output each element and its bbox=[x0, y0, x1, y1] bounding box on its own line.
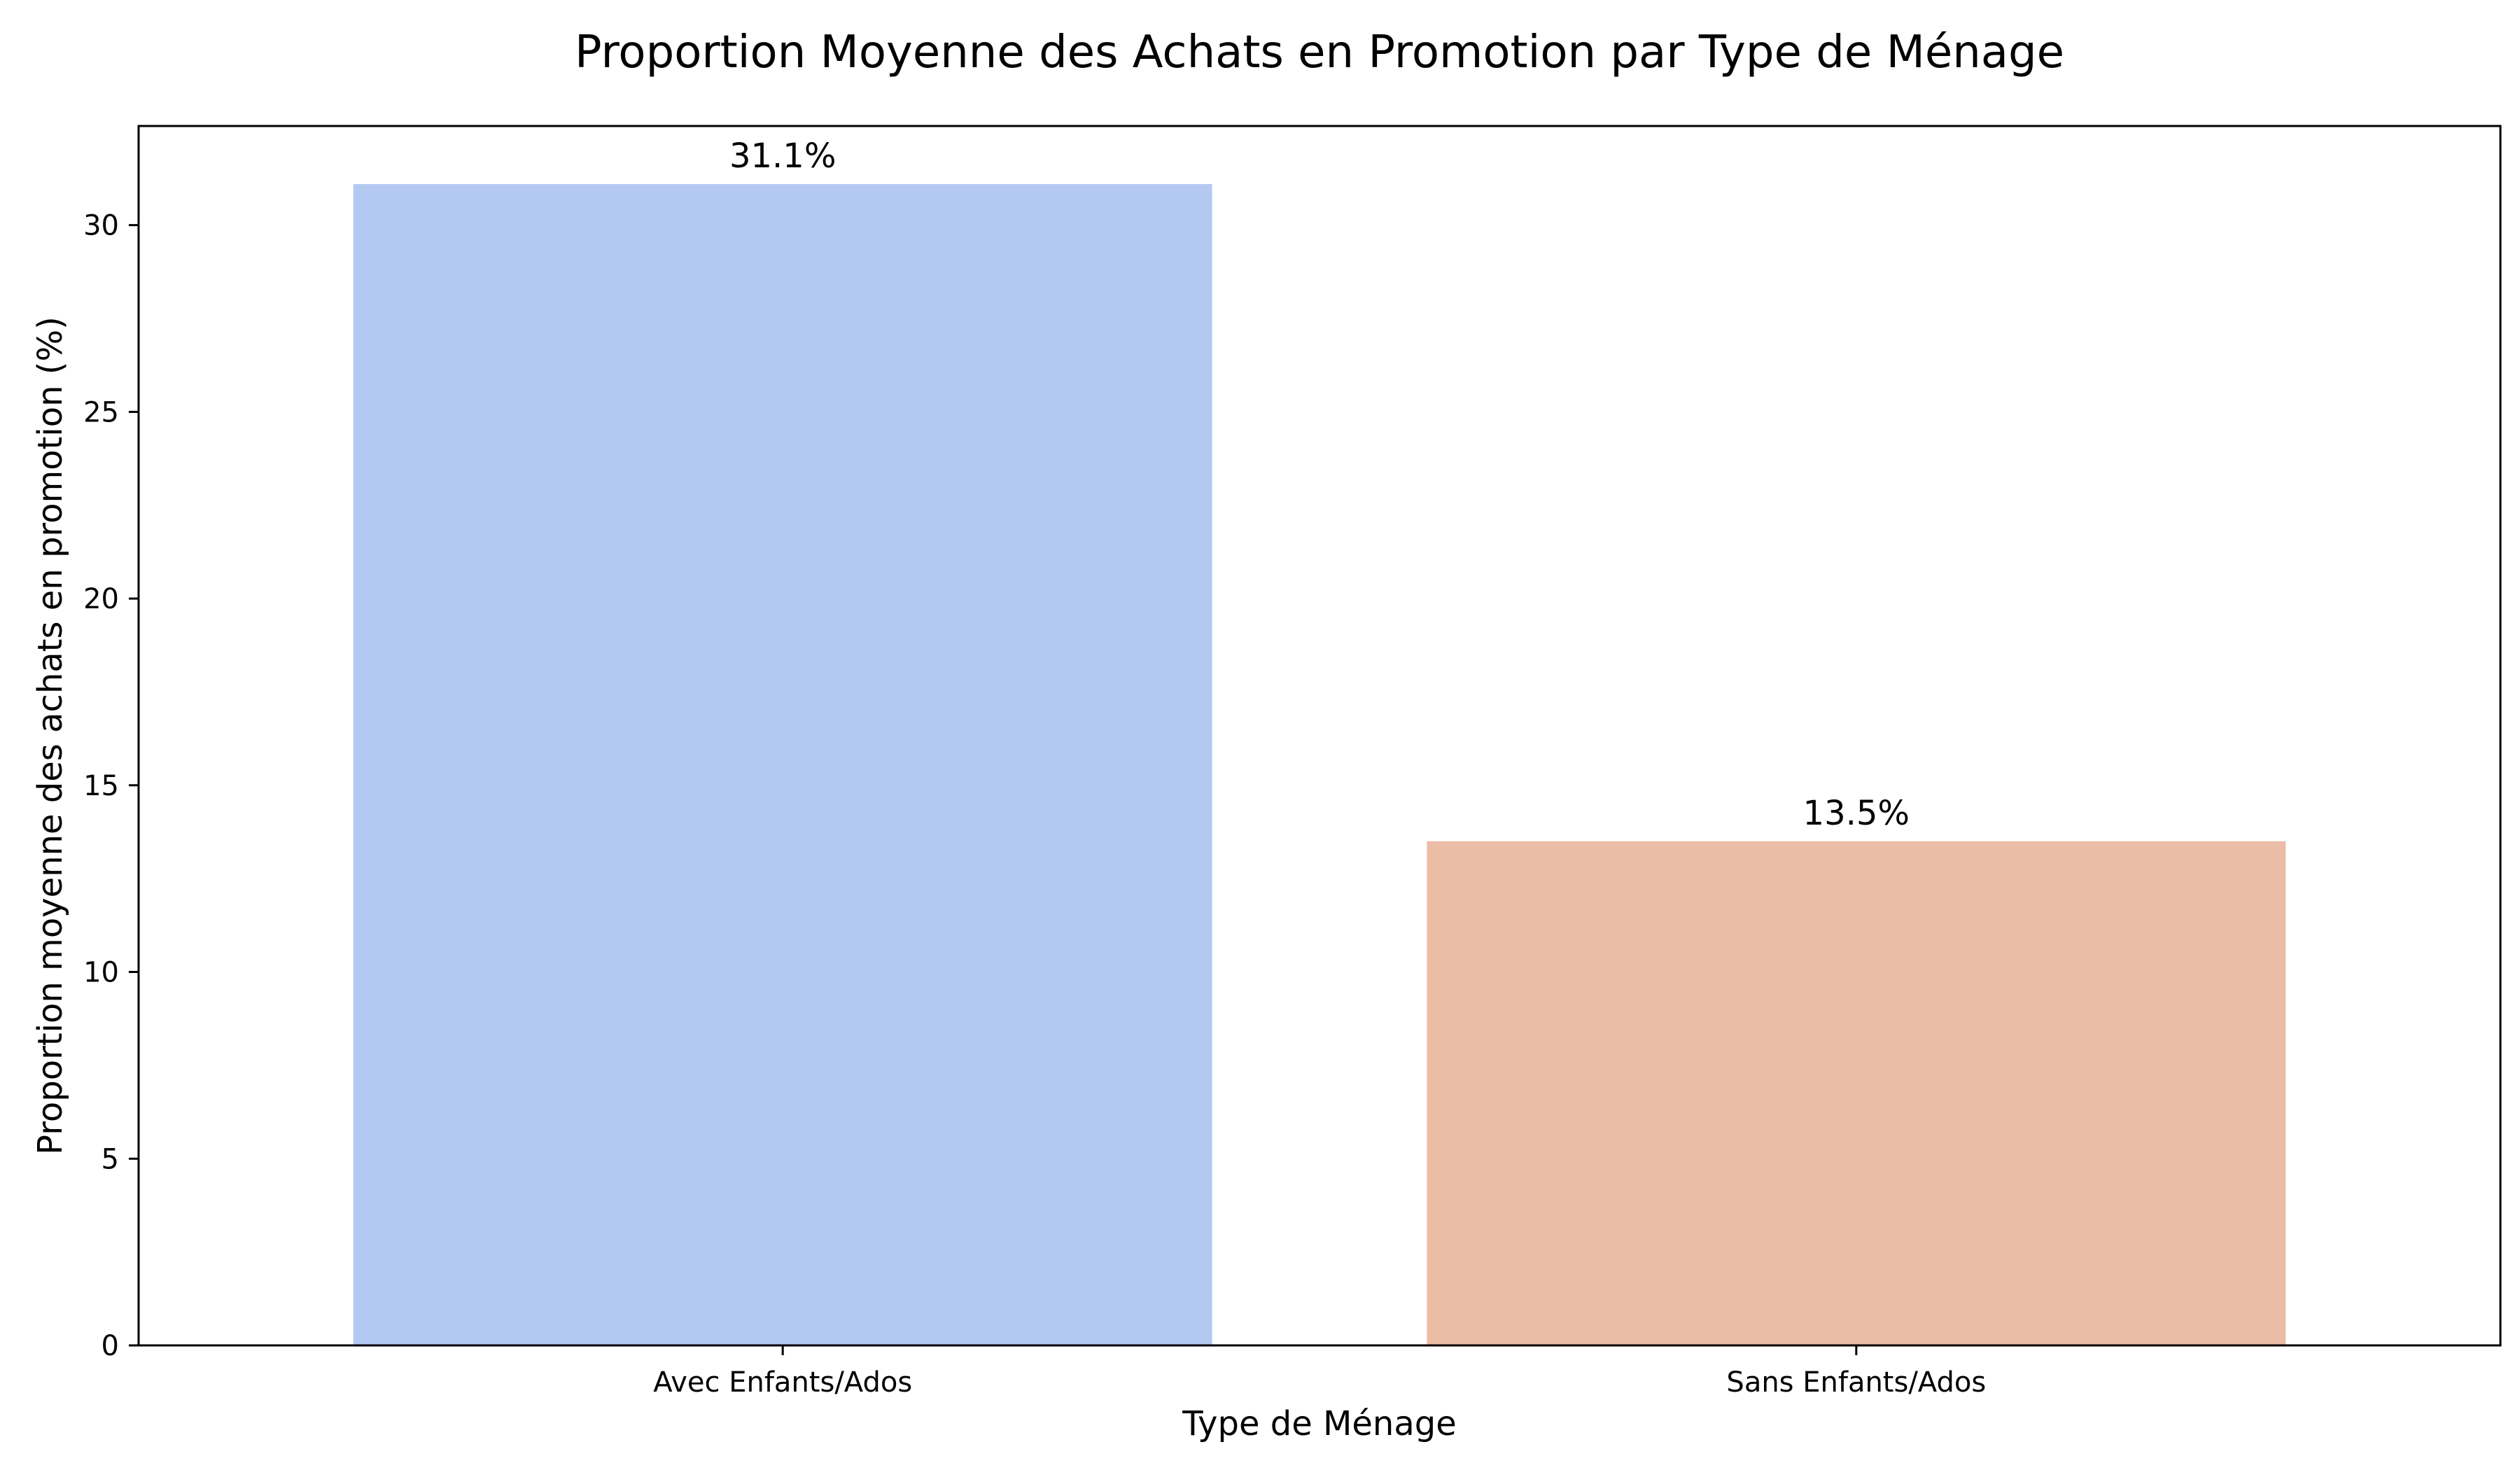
y-axis-label: Proportion moyenne des achats en promoti… bbox=[31, 316, 70, 1155]
x-axis-ticks: Avec Enfants/Ados Sans Enfants/Ados bbox=[653, 1345, 1986, 1399]
plot-area-frame bbox=[137, 125, 2502, 1347]
y-tick-label: 0 bbox=[102, 1330, 119, 1362]
x-tick-label: Sans Enfants/Ados bbox=[1726, 1366, 1986, 1399]
bar bbox=[1427, 841, 2286, 1345]
bar-value-label: 31.1% bbox=[729, 136, 836, 176]
y-tick-label: 5 bbox=[102, 1143, 119, 1175]
y-tick-label: 20 bbox=[83, 583, 119, 615]
y-tick-label: 25 bbox=[83, 396, 119, 428]
y-tick-label: 30 bbox=[83, 210, 119, 242]
x-axis-label: Type de Ménage bbox=[1182, 1404, 1457, 1443]
bar bbox=[353, 184, 1212, 1345]
bars-group bbox=[353, 184, 2286, 1345]
y-axis-ticks: 0 5 10 15 20 25 30 bbox=[83, 210, 139, 1362]
chart-title: Proportion Moyenne des Achats en Promoti… bbox=[575, 27, 2064, 78]
bar-value-label: 13.5% bbox=[1803, 794, 1910, 833]
y-tick-label: 10 bbox=[83, 957, 119, 989]
data-labels-group: 31.1% 13.5% bbox=[729, 136, 1910, 833]
y-tick-label: 15 bbox=[83, 770, 119, 802]
x-tick-label: Avec Enfants/Ados bbox=[653, 1366, 912, 1399]
